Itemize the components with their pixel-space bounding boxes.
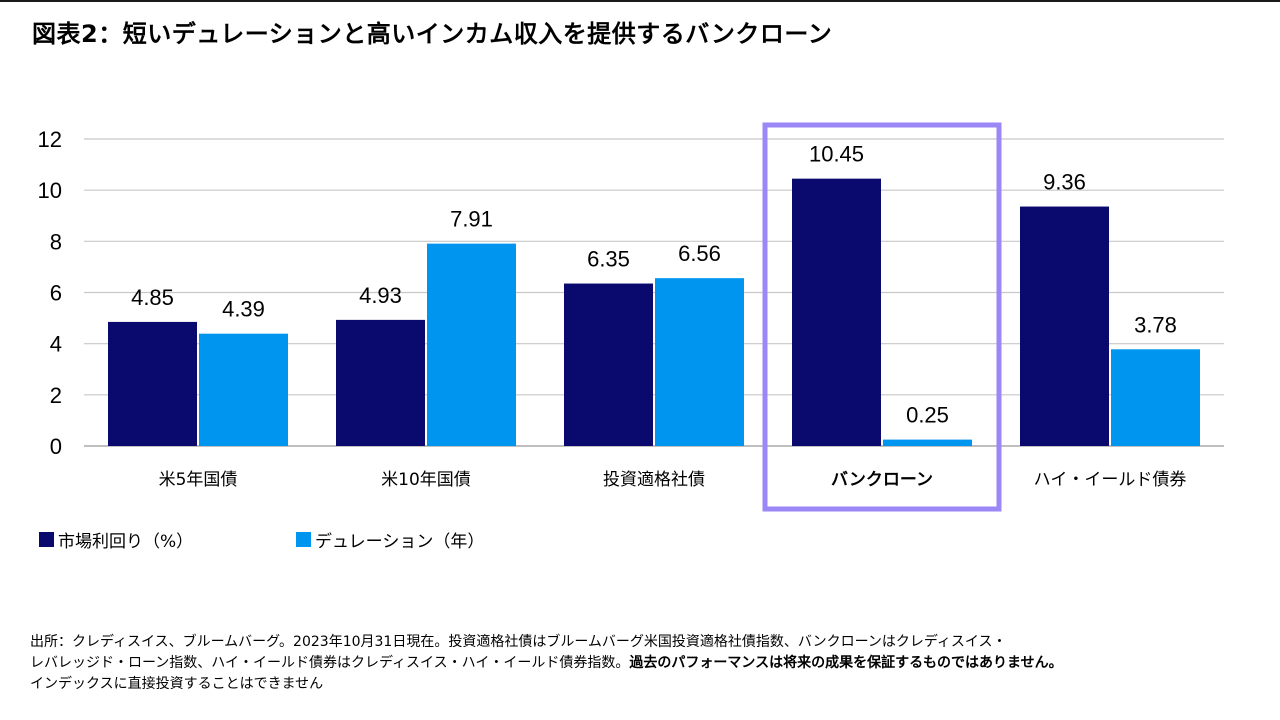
footnote-disclaimer: 過去のパフォーマンスは将来の成果を保証するものではありません。 [629,655,1063,671]
bar [564,283,653,446]
data-label: 9.36 [1043,170,1086,195]
legend-label-duration: デュレーション（年） [315,532,485,552]
x-tick-label: 米5年国債 [159,470,238,490]
x-tick-label: ハイ・イールド債券 [1034,470,1187,490]
data-label: 7.91 [450,207,493,232]
x-tick-label: バンクローン [831,470,933,490]
bar [1111,349,1200,446]
bar [655,278,744,446]
footnote-line-1: 出所：クレディスイス、ブルームバーグ。2023年10月31日現在。投資適格社債は… [30,634,1007,650]
highlight-frame [762,122,1002,512]
y-tick-label: 2 [50,383,62,408]
legend-label-yield: 市場利回り（%） [58,532,194,552]
x-tick-label: 投資適格社債 [603,470,705,490]
data-label: 4.85 [131,285,174,310]
footnote-line-2: レバレッジド・ローン指数、ハイ・イールド債券はクレディスイス・ハイ・イールド債券… [30,653,1260,674]
footnote-line-2-text: レバレッジド・ローン指数、ハイ・イールド債券はクレディスイス・ハイ・イールド債券… [30,655,630,671]
y-tick-label: 10 [38,178,62,203]
footnote: 出所：クレディスイス、ブルームバーグ。2023年10月31日現在。投資適格社債は… [30,632,1260,695]
bar [108,321,197,446]
data-label: 4.93 [359,283,402,308]
legend-item-duration: デュレーション（年） [296,527,484,552]
legend-swatch-duration [296,532,311,547]
data-label: 0.25 [906,403,949,428]
legend-item-yield: 市場利回り（%） [39,527,193,552]
legend-swatch-yield [39,532,54,547]
data-label: 6.35 [587,247,630,272]
bar [883,439,972,446]
top-rule [0,0,1280,2]
bar [427,243,516,446]
bar [792,178,881,446]
data-label: 4.39 [222,297,265,322]
footnote-line-3: インデックスに直接投資することはできません [30,676,324,692]
data-label: 10.45 [809,142,864,167]
y-tick-label: 12 [38,127,62,152]
bar [1020,206,1109,446]
bar [336,319,425,446]
y-tick-label: 0 [50,434,62,459]
page-title: 図表2：短いデュレーションと高いインカム収入を提供するバンクローン [32,20,833,48]
data-label: 6.56 [678,241,721,266]
x-tick-label: 米10年国債 [381,470,471,490]
y-tick-label: 8 [50,229,62,254]
y-tick-label: 4 [50,332,62,357]
data-label: 3.78 [1134,312,1177,337]
bar [199,333,288,446]
y-tick-label: 6 [50,281,62,306]
